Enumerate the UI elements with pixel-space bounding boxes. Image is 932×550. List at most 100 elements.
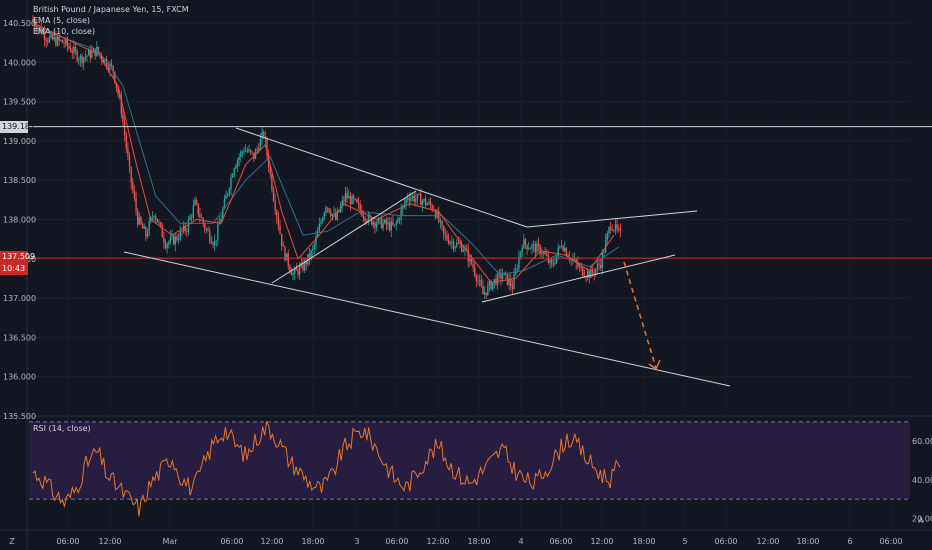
rsi-pane[interactable] xyxy=(29,420,910,517)
time-tick-label: 18:00 xyxy=(632,537,655,546)
candle-body xyxy=(339,206,342,212)
candle-body xyxy=(531,245,533,249)
candle-body xyxy=(276,210,278,218)
candle-body xyxy=(510,279,512,286)
candle-body xyxy=(380,217,383,229)
candle-body xyxy=(562,246,564,251)
candle-body xyxy=(498,272,500,274)
candle-body xyxy=(492,282,494,290)
candle-body xyxy=(416,194,419,199)
candle-body xyxy=(266,139,268,155)
candle-body xyxy=(176,236,178,240)
candle-body xyxy=(459,243,461,245)
candle-body xyxy=(182,225,185,232)
candle-body xyxy=(611,228,613,231)
candle-body xyxy=(223,198,226,209)
candle-body xyxy=(586,271,589,277)
descending-channel-upper-line[interactable] xyxy=(235,127,528,228)
candle-body xyxy=(423,198,425,202)
candle-body xyxy=(217,224,219,241)
bar-countdown-tag: 10:43 xyxy=(0,263,28,275)
candle-body xyxy=(406,198,409,200)
candle-body xyxy=(137,210,139,225)
price-pane[interactable] xyxy=(32,15,622,300)
candle-body xyxy=(382,223,384,229)
triangle-lower-line[interactable] xyxy=(481,254,676,303)
candle-body xyxy=(528,248,530,250)
candle-body xyxy=(608,227,610,234)
candle-body xyxy=(325,207,327,213)
candle-body xyxy=(184,225,186,231)
candle-body xyxy=(259,138,262,151)
timezone-button[interactable]: Z xyxy=(9,537,15,546)
candle-body xyxy=(449,242,451,244)
candle-body xyxy=(400,209,402,220)
candle-body xyxy=(53,37,55,40)
candle-body xyxy=(330,212,332,217)
candle-body xyxy=(128,156,131,167)
rsi-band xyxy=(29,421,910,500)
candle-body xyxy=(346,193,348,199)
candle-body xyxy=(110,63,113,66)
rsi-tick-label: 20.00 xyxy=(912,514,932,523)
time-tick-label: 12:00 xyxy=(426,537,449,546)
candle-body xyxy=(148,221,150,234)
descending-channel-lower-line[interactable] xyxy=(123,251,731,387)
candle-body xyxy=(290,270,293,276)
candle-body xyxy=(326,207,329,209)
candle-body xyxy=(619,228,622,231)
candle-body xyxy=(197,203,199,215)
candle-body xyxy=(284,246,286,261)
time-tick-label: 3 xyxy=(354,537,359,546)
time-tick-label: 06:00 xyxy=(714,537,737,546)
candle-body xyxy=(194,199,196,206)
candle-body xyxy=(127,148,129,157)
candle-body xyxy=(302,262,304,271)
candle-body xyxy=(446,234,448,240)
candle-body xyxy=(367,215,370,222)
candle-body xyxy=(477,280,479,282)
triangle-upper-line[interactable] xyxy=(526,210,698,228)
candle-body xyxy=(163,237,165,243)
candle-body xyxy=(179,230,181,240)
ema10-line xyxy=(32,26,619,276)
candle-body xyxy=(42,32,44,34)
candle-body xyxy=(243,151,245,153)
candle-body xyxy=(577,263,579,268)
rsi-tick-label: 40.00 xyxy=(912,476,932,485)
candle-body xyxy=(195,199,198,204)
candle-body xyxy=(395,222,397,225)
candle-body xyxy=(32,19,34,22)
price-tick-label: 136.500 xyxy=(3,333,36,342)
symbol-title[interactable]: British Pound / Japanese Yen, 15, FXCM xyxy=(33,5,189,14)
candle-body xyxy=(429,201,432,206)
candle-body xyxy=(50,34,52,38)
candle-body xyxy=(470,256,473,264)
projection-arrow-head xyxy=(648,359,661,371)
time-tick-label: 06:00 xyxy=(879,537,902,546)
ema5-legend[interactable]: EMA (5, close) xyxy=(33,16,90,25)
auto-scale-button[interactable]: A xyxy=(918,516,924,525)
rising-trendline[interactable] xyxy=(271,190,417,284)
ema10-legend[interactable]: EMA (10, close) xyxy=(33,27,96,36)
drawings[interactable] xyxy=(0,126,932,387)
candle-body xyxy=(60,40,62,41)
candle-body xyxy=(186,230,188,232)
rsi-legend[interactable]: RSI (14, close) xyxy=(33,424,91,433)
candle-body xyxy=(418,194,420,195)
candle-body xyxy=(469,256,471,262)
projection-arrow[interactable] xyxy=(623,261,657,369)
candle-body xyxy=(465,247,468,250)
candle-body xyxy=(442,226,445,234)
candle-body xyxy=(169,236,172,242)
candle-body xyxy=(539,245,541,255)
candle-body xyxy=(69,47,72,52)
candle-body xyxy=(86,55,88,57)
candle-body xyxy=(472,263,474,268)
candle-body xyxy=(231,175,234,178)
candle-body xyxy=(315,236,317,245)
price-tick-label: 140.000 xyxy=(3,58,36,67)
candle-body xyxy=(467,249,469,262)
